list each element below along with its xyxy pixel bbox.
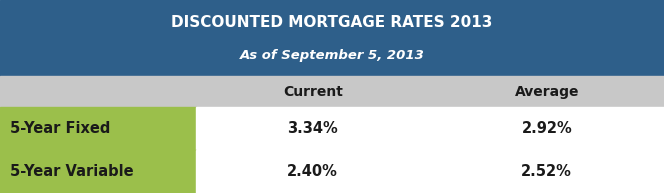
Text: 2.40%: 2.40%	[288, 164, 338, 179]
Bar	[430, 150, 664, 193]
Bar	[430, 107, 664, 150]
Text: 2.52%: 2.52%	[521, 164, 572, 179]
Bar	[0, 0, 664, 76]
Text: 3.34%: 3.34%	[288, 121, 338, 136]
Bar	[0, 76, 664, 107]
Text: 5-Year Fixed: 5-Year Fixed	[10, 121, 110, 136]
Bar	[0, 107, 196, 150]
Text: 5-Year Variable: 5-Year Variable	[10, 164, 133, 179]
Text: Current: Current	[283, 85, 343, 98]
Bar	[196, 150, 430, 193]
Bar	[0, 150, 196, 193]
Bar	[196, 107, 430, 150]
Text: As of September 5, 2013: As of September 5, 2013	[240, 49, 424, 62]
Text: 2.92%: 2.92%	[521, 121, 572, 136]
Text: DISCOUNTED MORTGAGE RATES 2013: DISCOUNTED MORTGAGE RATES 2013	[171, 15, 493, 30]
Text: Average: Average	[515, 85, 579, 98]
